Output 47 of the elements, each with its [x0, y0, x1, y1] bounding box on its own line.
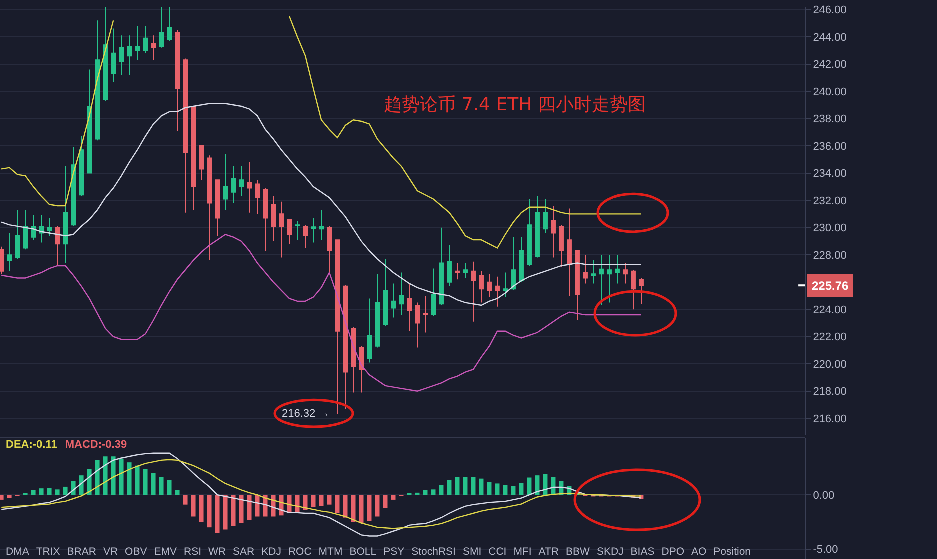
annotation: WR [208, 546, 226, 558]
text: AO [692, 546, 707, 558]
annotation: TRIX [36, 546, 60, 558]
annotation: BOLL [350, 546, 377, 558]
annotation: KDJ [262, 546, 282, 558]
text: DPO [662, 546, 684, 558]
annotation: SAR [233, 546, 255, 558]
y-tick-label: 234.00 [813, 168, 847, 180]
y-tick-label: 220.00 [813, 358, 847, 371]
text: Position [714, 546, 752, 558]
y-tick-label: 236.00 [813, 140, 847, 153]
annotation: CCI [488, 546, 507, 558]
annotation: VR [103, 546, 118, 558]
annotation: DMA [6, 546, 30, 558]
y-tick-label: 240.00 [813, 86, 847, 98]
annotation: ROC [288, 546, 312, 558]
y-tick-label: 0.00 [813, 490, 835, 502]
annotation: BRAR [67, 546, 96, 558]
y-tick-label: 238.00 [813, 114, 847, 126]
y-tick-label: 232.00 [813, 195, 847, 208]
y-tick-label: 228.00 [813, 250, 847, 262]
y-tick-label: 216.00 [813, 413, 847, 426]
y-tick-label: 230.00 [813, 222, 847, 235]
annotation: EMV [154, 546, 177, 558]
annotation: SKDJ [596, 546, 624, 558]
annotation: BIAS [630, 546, 655, 558]
annotation: RSI [184, 546, 202, 558]
y-tick-label: 244.00 [813, 32, 847, 44]
annotation: PSY [384, 546, 405, 558]
y-tick-label: 242.00 [813, 59, 847, 72]
annotation: MTM [318, 546, 343, 558]
annotation: DEA:-0.11 [6, 439, 58, 451]
y-tick-label: 224.00 [813, 304, 847, 316]
y-tick-label: 218.00 [813, 386, 847, 398]
annotation: BBW [566, 546, 590, 558]
annotation: OBV [125, 546, 148, 558]
y-tick-label: 222.00 [813, 332, 847, 344]
text: 趋势论币 7.4 ETH 四小时走势图 [384, 94, 646, 116]
annotation: MACD:-0.39 [65, 439, 128, 451]
annotation: SMI [462, 546, 482, 558]
annotation: 216.32 → [282, 408, 330, 420]
text: 225.76 [812, 279, 850, 293]
annotation: StochRSI [412, 546, 456, 558]
annotation: ATR [538, 546, 560, 558]
y-tick-label: 246.00 [813, 4, 847, 17]
y-tick-label: -5.00 [813, 544, 838, 556]
annotation: MFI [514, 546, 532, 558]
